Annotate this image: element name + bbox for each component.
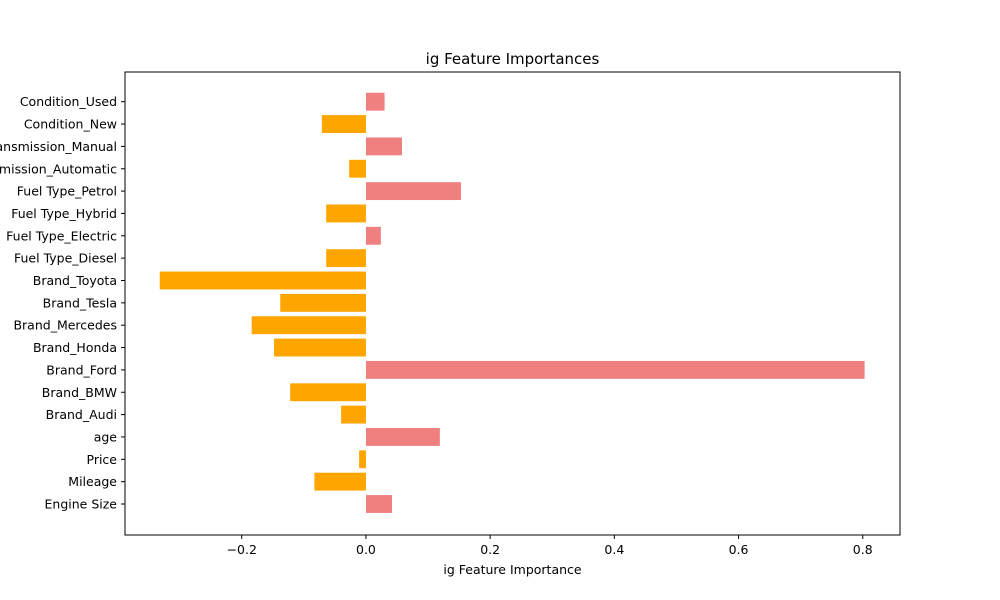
y-tick-label: age — [94, 429, 118, 444]
x-tick-label: 0.0 — [356, 542, 376, 557]
bar-fuel-type-electric — [365, 226, 381, 245]
y-tick-label: Brand_Toyota — [33, 273, 117, 288]
bar-fuel-type-diesel — [326, 249, 366, 268]
x-tick-label: 0.4 — [604, 542, 624, 557]
bar-fuel-type-petrol — [365, 182, 461, 201]
y-tick-label: Condition_New — [24, 117, 117, 132]
y-tick-label: Brand_Audi — [46, 407, 117, 422]
bar-engine-size — [365, 495, 393, 513]
y-tick-label: Brand_Mercedes — [13, 318, 117, 333]
y-tick-label: Fuel Type_Electric — [6, 228, 117, 243]
x-tick-label: 0.2 — [480, 542, 500, 557]
plot-frame — [124, 71, 901, 536]
bar-mileage — [314, 472, 366, 491]
y-tick-label: Fuel Type_Hybrid — [11, 206, 117, 221]
x-tick-label: 0.6 — [729, 542, 749, 557]
bar-fuel-type-hybrid — [326, 204, 366, 223]
bar-brand-bmw — [290, 383, 366, 402]
bar-brand-tesla — [280, 293, 366, 312]
y-tick-label: Fuel Type_Diesel — [14, 251, 117, 266]
y-axis: Engine Size Mileage Price age Brand_Audi Bran… — [0, 94, 125, 512]
y-tick-label: Transmission_Manual — [0, 139, 117, 154]
y-tick-label: Brand_Honda — [33, 340, 117, 355]
y-tick-label: Price — [87, 452, 118, 467]
y-tick-label: Transmission_Automatic — [0, 161, 117, 176]
y-tick-label: Brand_Tesla — [43, 295, 117, 310]
x-tick-label: −0.2 — [227, 542, 257, 557]
y-tick-label: Fuel Type_Petrol — [17, 184, 117, 199]
bar-transmission-automatic — [349, 159, 366, 178]
bar-transmission-manual — [365, 137, 402, 156]
y-tick-label: Engine Size — [45, 497, 118, 512]
bar-age — [365, 428, 440, 446]
y-tick-label: Mileage — [68, 474, 117, 489]
bar-price — [359, 450, 366, 469]
x-axis: −0.2 0.0 0.2 0.4 0.6 0.8 — [227, 535, 873, 557]
bar-brand-audi — [341, 405, 366, 424]
bar-brand-mercedes — [251, 316, 366, 335]
bars-group — [159, 92, 865, 513]
y-tick-label: Brand_Ford — [46, 362, 117, 377]
bar-brand-ford — [365, 360, 865, 379]
chart-title: ig Feature Importances — [426, 50, 600, 68]
y-tick-label: Condition_Used — [20, 94, 117, 109]
bar-condition-new — [321, 115, 366, 133]
x-tick-label: 0.8 — [853, 542, 873, 557]
x-axis-label: ig Feature Importance — [443, 562, 582, 577]
y-tick-label: Brand_BMW — [42, 385, 117, 400]
bar-brand-toyota — [159, 271, 366, 290]
bar-brand-honda — [274, 338, 366, 357]
bar-condition-used — [365, 92, 385, 111]
